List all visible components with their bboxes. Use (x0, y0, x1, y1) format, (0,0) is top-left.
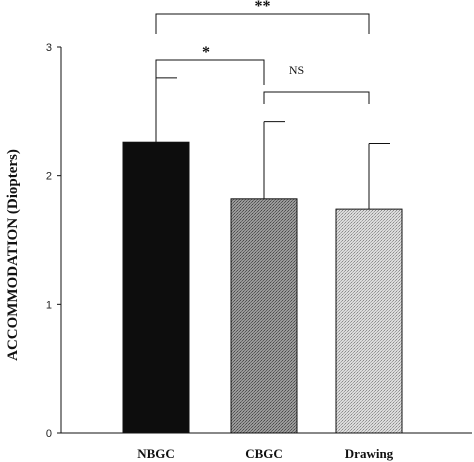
significance-bracket (155, 59, 265, 85)
category-label: CBGC (245, 446, 283, 461)
y-ticks: 0 1 2 3 (46, 42, 61, 440)
category-label: NBGC (137, 446, 175, 461)
significance-bracket (155, 13, 370, 34)
y-axis-title: ACCOMMODATION (Diopters) (5, 149, 21, 361)
significance-label: NS (289, 63, 304, 77)
significance-bracket (263, 91, 370, 104)
category-labels: NBGC CBGC Drawing (137, 446, 393, 461)
error-bars (155, 77, 390, 210)
y-tick-label: 3 (46, 42, 52, 54)
category-label: Drawing (345, 446, 394, 461)
y-tick-label: 0 (46, 428, 52, 440)
significance-brackets: ***NS (155, 0, 370, 104)
bar-nbgc (122, 141, 190, 434)
bar-cbgc (230, 198, 298, 434)
bars (122, 141, 403, 434)
y-tick-label: 2 (46, 171, 52, 183)
significance-label: * (202, 44, 210, 61)
significance-label: ** (255, 0, 271, 15)
y-tick-label: 1 (46, 299, 52, 311)
bar-drawing (335, 208, 403, 434)
